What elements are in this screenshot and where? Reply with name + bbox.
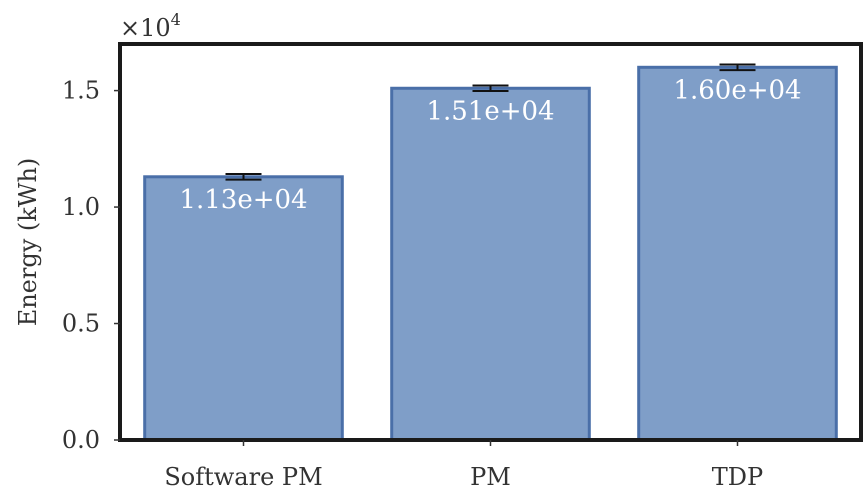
data-labels-layer: 1.13e+04 1.51e+04 1.60e+04 [179,75,801,214]
error-bar [472,84,509,93]
error-bar [719,63,756,72]
error-bars-layer [225,63,756,181]
y-axis-ticks: 0.0 0.5 1.0 1.5 [62,77,120,454]
x-tick-label: PM [470,463,511,491]
y-tick-label: 1.0 [62,193,100,221]
error-bar [225,172,262,181]
bar-pm [390,86,591,442]
y-tick-label: 0.0 [62,426,100,454]
data-label: 1.51e+04 [426,96,554,126]
data-label: 1.60e+04 [673,75,801,105]
y-axis-offset-text: ×104 [120,10,181,42]
bar-tdp [637,65,838,442]
x-tick-label: TDP [712,463,763,491]
y-tick-label: 0.5 [62,310,100,338]
offset-exponent: 4 [171,10,181,29]
y-tick-label: 1.5 [62,77,100,105]
bar-software-pm [143,175,344,442]
data-label: 1.13e+04 [179,185,307,215]
x-tick-label: Software PM [164,463,322,491]
x-axis-ticks: Software PM PM TDP [164,440,763,491]
offset-base: ×10 [120,14,171,42]
y-axis-label: Energy (kWh) [14,158,42,327]
